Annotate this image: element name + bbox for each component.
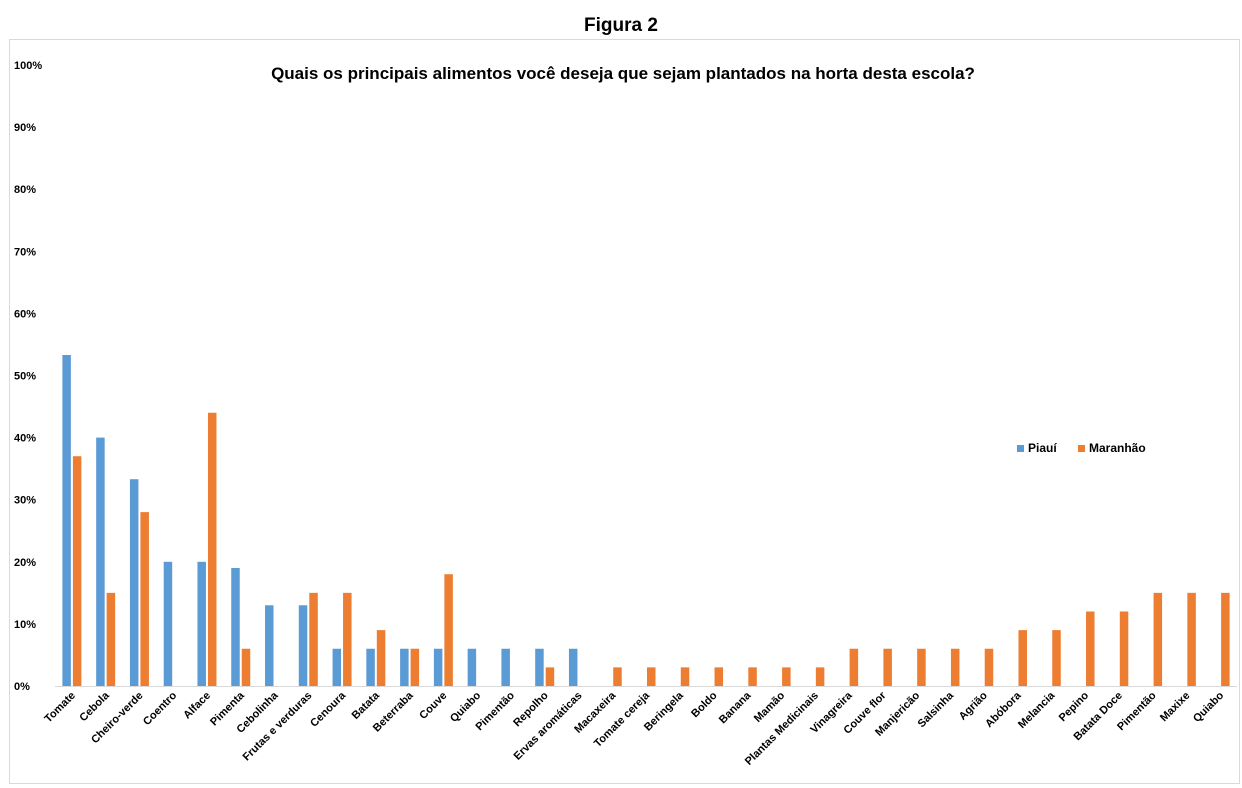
bar-maranhao — [647, 667, 656, 686]
y-tick-label: 60% — [14, 308, 36, 320]
bar-piaui — [265, 605, 274, 686]
x-tick-label: Cenoura — [308, 689, 349, 730]
bar-maranhao — [140, 512, 149, 686]
legend-label: Maranhão — [1089, 441, 1146, 455]
y-tick-label: 0% — [14, 681, 30, 693]
bar-maranhao — [1187, 592, 1196, 686]
bar-maranhao — [207, 412, 217, 686]
x-tick-label: Salsinha — [916, 689, 957, 730]
bar-maranhao — [714, 667, 724, 686]
y-tick-label: 30% — [14, 495, 36, 507]
bar-maranhao — [106, 592, 116, 686]
x-tick-label: Tomate — [42, 690, 78, 726]
y-tick-label: 70% — [14, 246, 36, 258]
bar-maranhao — [950, 648, 960, 686]
bar-maranhao — [1153, 592, 1163, 686]
bar-maranhao — [1221, 592, 1230, 686]
y-tick-label: 80% — [14, 184, 36, 196]
y-tick-label: 100% — [14, 60, 42, 72]
x-tick-label: Agrião — [957, 689, 990, 722]
bar-maranhao — [883, 648, 892, 686]
bar-maranhao — [444, 574, 453, 686]
bar-piaui — [129, 479, 139, 686]
bar-piaui — [163, 561, 173, 686]
x-tick-label: Maxixe — [1158, 690, 1192, 724]
bar-maranhao — [343, 592, 352, 686]
y-tick-label: 20% — [14, 557, 36, 569]
legend-swatch — [1017, 445, 1024, 452]
bar-piaui — [96, 437, 105, 686]
x-tick-label: Melancia — [1016, 689, 1058, 731]
bar-piaui — [231, 568, 240, 686]
bar-maranhao — [1086, 611, 1095, 686]
x-tick-label: Banana — [717, 689, 754, 726]
bar-piaui — [197, 561, 206, 686]
bar-maranhao — [748, 667, 757, 686]
bar-piaui — [332, 648, 342, 686]
bar-maranhao — [782, 667, 791, 686]
bars — [62, 355, 1230, 686]
y-tick-label: 90% — [14, 122, 36, 134]
bar-piaui — [467, 648, 477, 686]
bar-maranhao — [815, 667, 825, 686]
legend: Piauí Maranhão — [1017, 441, 1146, 455]
bar-piaui — [400, 648, 409, 686]
bar-piaui — [535, 648, 544, 686]
bar-piaui — [366, 648, 375, 686]
bar-maranhao — [849, 648, 859, 686]
figure-label: Figura 2 — [584, 15, 658, 36]
bar-maranhao — [680, 667, 690, 686]
x-tick-label: Quiabo — [1191, 689, 1226, 724]
x-tick-label: Coentro — [141, 689, 179, 727]
bar-maranhao — [917, 648, 926, 686]
y-tick-label: 10% — [14, 619, 36, 631]
bar-maranhao — [241, 648, 251, 686]
x-tick-label: Alface — [181, 690, 213, 722]
y-tick-label: 40% — [14, 433, 36, 445]
legend-swatch — [1078, 445, 1085, 452]
bar-maranhao — [613, 667, 622, 686]
x-tick-label: Batata — [350, 689, 383, 722]
x-tick-label: Couve — [417, 690, 449, 722]
bar-maranhao — [309, 592, 318, 686]
bar-maranhao — [1052, 630, 1061, 686]
bar-maranhao — [410, 648, 420, 686]
bar-maranhao — [72, 456, 82, 686]
bar-maranhao — [545, 667, 555, 686]
bar-piaui — [501, 648, 510, 686]
bar-maranhao — [376, 630, 386, 686]
chart-title: Quais os principais alimentos você desej… — [271, 64, 975, 83]
bar-piaui — [62, 355, 71, 686]
y-axis: 0% 10% 20% 30% 40% 50% 60% 70% 80% 90% 100% — [14, 60, 42, 693]
bar-piaui — [568, 648, 578, 686]
legend-label: Piauí — [1028, 441, 1057, 455]
bar-piaui — [298, 605, 308, 686]
bar-maranhao — [984, 648, 994, 686]
x-tick-label: Boldo — [689, 689, 720, 720]
bar-piaui — [433, 648, 443, 686]
chart-frame — [9, 39, 1240, 784]
y-tick-label: 50% — [14, 371, 36, 383]
bar-maranhao — [1018, 630, 1027, 686]
bar-maranhao — [1119, 611, 1129, 686]
